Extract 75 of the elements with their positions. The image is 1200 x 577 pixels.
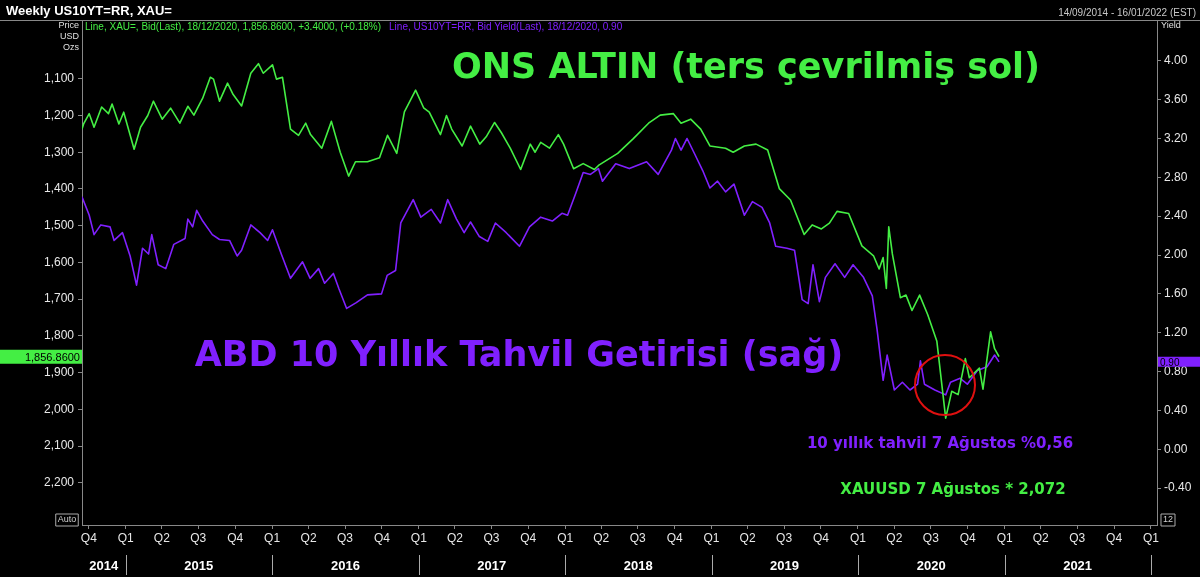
x2-tick-label: 2018 <box>623 558 653 574</box>
x-tick-label: Q4 <box>373 530 391 545</box>
annotation: 10 yıllık tahvil 7 Ağustos %0,56 <box>806 433 1074 452</box>
annotation: ONS ALTIN (ters çevrilmiş sol) <box>451 46 1041 87</box>
text: Auto <box>57 514 77 525</box>
x-tick-label: Q4 <box>1106 530 1123 545</box>
y2-tick-label: 1.60 <box>1164 286 1188 301</box>
y2-tick-label: 2.00 <box>1164 247 1188 262</box>
x2-tick-label: 2021 <box>1063 558 1093 574</box>
x-tick-label: Q2 <box>593 530 610 545</box>
y-tick-label: 1,800 <box>43 328 75 343</box>
annotation: ABD 10 Yıllık Tahvil Getirisi (sağ) <box>194 334 844 375</box>
y-axis-title: Price USD Ozs <box>58 20 80 53</box>
text: 0.90 <box>1160 356 1180 368</box>
text: 14/09/2014 - 16/01/2022 (EST) <box>1058 6 1196 18</box>
text: Line, US10YT=RR, Bid Yield(Last), 18/12/2020, 0.90 <box>389 20 623 32</box>
x-tick-label: Q1 <box>557 530 574 545</box>
x-tick-label: Q4 <box>520 530 537 545</box>
x-tick-label: Q4 <box>227 530 244 545</box>
x-tick-label: Q1 <box>410 530 428 545</box>
y-tick-label: 1,900 <box>43 364 75 379</box>
x-tick-label: Q4 <box>812 530 830 545</box>
x-tick-label: Q3 <box>337 530 354 545</box>
annotation: XAUUSD 7 Ağustos * 2,072 <box>840 479 1066 498</box>
x2-tick-label: 2019 <box>770 558 799 574</box>
x-tick-label: Q2 <box>886 530 903 545</box>
x2-tick-label: 2015 <box>184 558 214 574</box>
y-tick-label: 1,200 <box>43 107 75 122</box>
y2-tick-label: 4.00 <box>1164 53 1188 68</box>
y2-tick-label: 1.20 <box>1164 325 1188 340</box>
x-tick-label: Q4 <box>666 530 683 545</box>
chart-title: Weekly US10YT=RR, XAU= <box>6 2 173 18</box>
text: 12 <box>1162 514 1174 525</box>
y-tick-label: 1,600 <box>43 254 75 269</box>
y-tick-label: 1,100 <box>43 71 75 86</box>
x-tick-label: Q3 <box>776 530 793 545</box>
y2-tick-label: 0.00 <box>1164 441 1188 456</box>
y2-tick-label: -0.40 <box>1164 480 1192 495</box>
x-tick-label: Q3 <box>483 530 500 545</box>
x2-tick-label: 2020 <box>916 558 946 574</box>
y2-axis-title: Yield <box>1161 20 1181 31</box>
x-tick-label: Q3 <box>629 530 647 545</box>
x-tick-label: Q2 <box>153 530 171 545</box>
x-tick-label: Q4 <box>80 530 98 545</box>
x-tick-label: Q2 <box>300 530 317 545</box>
x-tick-label: Q1 <box>703 530 720 545</box>
text: 1,856.8600 <box>24 350 80 363</box>
y-tick-label: 1,500 <box>43 217 75 232</box>
y-tick-label: 2,200 <box>43 475 75 490</box>
y-tick-label: 1,300 <box>43 144 75 159</box>
text: Line, XAU=, Bid(Last), 18/12/2020, 1,856.8600, +3.4000, (+0.18%) <box>85 20 382 32</box>
x-tick-label: Q4 <box>959 530 977 545</box>
x-tick-label: Q3 <box>190 530 207 545</box>
y2-tick-label: 0.40 <box>1164 402 1188 417</box>
y-tick-label: 1,400 <box>43 181 75 196</box>
y-tick-label: 2,000 <box>43 401 75 416</box>
x-tick-label: Q3 <box>1069 530 1086 545</box>
y2-tick-label: 3.60 <box>1164 91 1188 106</box>
x2-tick-label: 2016 <box>330 558 360 574</box>
y2-tick-label: 3.20 <box>1164 130 1188 145</box>
x-tick-label: Q2 <box>1032 530 1050 545</box>
y-tick-label: 2,100 <box>43 438 75 453</box>
x-tick-label: Q3 <box>922 530 940 545</box>
y2-tick-label: 2.40 <box>1164 208 1188 223</box>
x-tick-label: Q2 <box>446 530 464 545</box>
x-tick-label: Q1 <box>264 530 281 545</box>
y2-tick-label: 2.80 <box>1164 169 1188 184</box>
x2-tick-label: 2014 <box>89 558 119 574</box>
y-tick-label: 1,700 <box>43 291 75 306</box>
x-tick-label: Q1 <box>849 530 867 545</box>
x-tick-label: Q2 <box>739 530 756 545</box>
x-tick-label: Q1 <box>117 530 135 545</box>
x-tick-label: Q1 <box>996 530 1013 545</box>
x-tick-label: Q1 <box>1142 530 1160 545</box>
x2-tick-label: 2017 <box>477 558 507 574</box>
